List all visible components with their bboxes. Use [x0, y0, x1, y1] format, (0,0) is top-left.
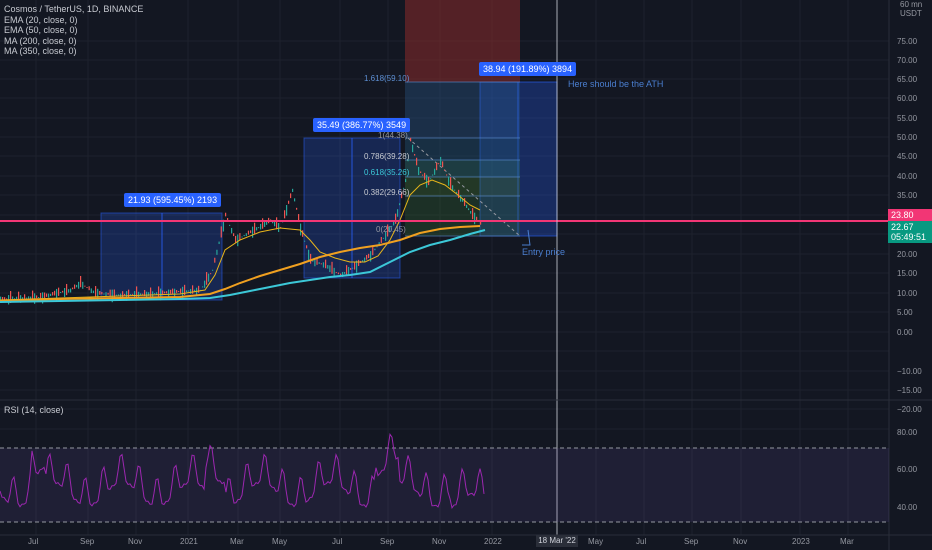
ma-350-line	[0, 229, 486, 303]
indicator-ma-200[interactable]: MA (200, close, 0)	[4, 35, 77, 46]
price-tick-label: 20.00	[897, 250, 918, 259]
time-tick-label: 2022	[484, 537, 502, 546]
time-tick-label: 2021	[180, 537, 198, 546]
time-tick-label: Sep	[380, 537, 395, 546]
price-tick-label: 60.00	[897, 94, 918, 103]
currency-unit: 60 mn USDT	[900, 0, 923, 18]
fib-zone-mid1	[405, 138, 520, 160]
price-tick-label: −10.00	[897, 367, 922, 376]
rsi-line	[0, 432, 485, 509]
horizontal-line-price-tag: 23.80	[888, 209, 932, 221]
price-tick-label: 35.00	[897, 191, 918, 200]
indicator-ma-350[interactable]: MA (350, close, 0)	[4, 46, 77, 56]
rsi-legend[interactable]: RSI (14, close)	[4, 405, 64, 415]
fib-level-lines	[405, 81, 520, 237]
price-tick-label: −20.00	[897, 405, 922, 414]
price-tick-label: 10.00	[897, 289, 918, 298]
time-tick-label: Nov	[733, 537, 748, 546]
price-tick-label: 5.00	[897, 308, 913, 317]
measure-label-3: 38.94 (191.89%) 3894	[479, 62, 577, 76]
price-tick-label: 50.00	[897, 133, 918, 142]
fib-zone-low	[405, 196, 520, 236]
fib-label-1618: 1.618(59.10)	[364, 74, 410, 83]
time-tick-label: Jul	[636, 537, 647, 546]
fib-zone-mid3	[405, 177, 520, 196]
price-tick-label: 65.00	[897, 75, 918, 84]
fib-zone-upper	[405, 82, 520, 138]
time-tick-label: Nov	[432, 537, 447, 546]
time-tick-label: May	[588, 537, 604, 546]
fib-label-0: 0(20.45)	[376, 225, 406, 234]
chart-legend: Cosmos / TetherUS, 1D, BINANCE EMA (20, …	[4, 4, 143, 57]
time-tick-label: Sep	[80, 537, 95, 546]
time-tick-label: Mar	[230, 537, 244, 546]
fib-trend-line	[407, 137, 521, 237]
measure-label-1: 21.93 (595.45%) 2193	[124, 193, 222, 207]
rsi-tick-label: 60.00	[897, 465, 918, 474]
time-tick-label: Mar	[840, 537, 854, 546]
fib-zone-mid2	[405, 160, 520, 177]
indicator-ema-20[interactable]: EMA (20, close, 0)	[4, 14, 78, 25]
price-tick-label: 70.00	[897, 56, 918, 65]
bar-countdown: 05:49:51	[888, 231, 932, 243]
price-tick-label: −15.00	[897, 386, 922, 395]
time-tick-label: Jul	[332, 537, 343, 546]
rsi-tick-label: 80.00	[897, 428, 918, 437]
fib-label-0618: 0.618(35.26)	[364, 168, 410, 177]
ath-note[interactable]: Here should be the ATH	[568, 79, 664, 89]
time-tick-label: Sep	[684, 537, 699, 546]
symbol-title[interactable]: Cosmos / TetherUS, 1D, BINANCE	[4, 4, 144, 14]
time-tick-label: Jul	[28, 537, 39, 546]
fib-label-0382: 0.382(29.66)	[364, 188, 410, 197]
price-tick-label: 40.00	[897, 172, 918, 181]
chart-grid	[0, 0, 889, 535]
time-tick-label: May	[272, 537, 288, 546]
price-tick-label: 0.00	[897, 328, 913, 337]
rsi-band	[0, 448, 889, 522]
price-tick-label: 55.00	[897, 114, 918, 123]
time-tick-label: Nov	[128, 537, 143, 546]
entry-note[interactable]: Entry price	[522, 247, 566, 257]
ma-200-line	[0, 225, 481, 302]
entry-arrow	[522, 229, 531, 246]
time-tick-label: 2023	[792, 537, 810, 546]
indicator-ema-50[interactable]: EMA (50, close, 0)	[4, 25, 78, 35]
fib-label-1: 1(44.38)	[378, 131, 408, 140]
last-price-tag: 22.67	[888, 221, 932, 233]
price-tick-label: 45.00	[897, 152, 918, 161]
measure-label-2: 35.49 (386.77%) 3549	[313, 118, 411, 132]
rsi-tick-label: 40.00	[897, 503, 918, 512]
cursor-date-label: 18 Mar '22	[536, 535, 578, 547]
price-tick-label: 15.00	[897, 269, 918, 278]
fib-label-0786: 0.786(39.28)	[364, 152, 410, 161]
price-tick-label: 75.00	[897, 37, 918, 46]
